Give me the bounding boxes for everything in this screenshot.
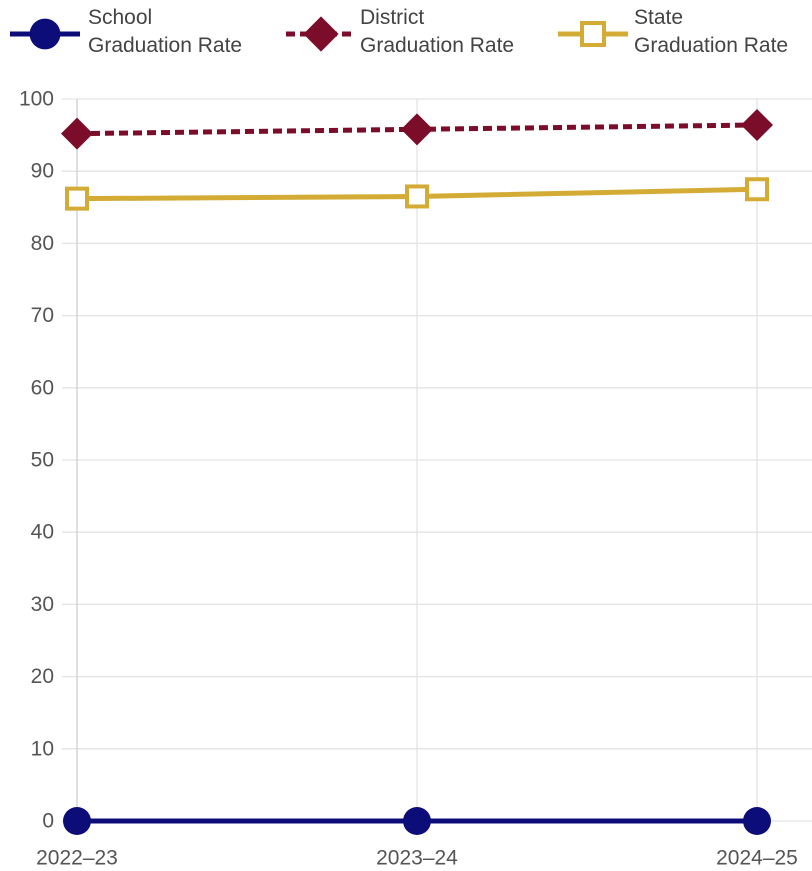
school-point-0 [63, 807, 91, 835]
school-point-2 [743, 807, 771, 835]
legend-label-district-line-1: District [360, 6, 425, 29]
school-legend-marker [29, 18, 61, 50]
state-point-1 [405, 184, 429, 209]
district-legend-marker [303, 16, 339, 52]
y-tick-label-0: 0 [42, 810, 54, 833]
legend-label-school: School Graduation Rate [88, 4, 242, 60]
y-tick-label-100: 100 [19, 88, 54, 111]
state-point-0 [65, 186, 89, 211]
x-tick-label-1: 2023–24 [376, 847, 458, 870]
gridlines [62, 98, 812, 833]
y-tick-label-70: 70 [31, 304, 54, 327]
series-markers [61, 108, 773, 835]
y-tick-label-20: 20 [31, 665, 54, 688]
y-tick-label-40: 40 [31, 521, 54, 544]
state-series-swatch-icon [558, 21, 628, 47]
district-point-0 [61, 117, 93, 150]
school-point-1 [403, 807, 431, 835]
y-tick-label-60: 60 [31, 376, 54, 399]
legend-label-state-line-2: Graduation Rate [634, 34, 789, 57]
legend-label-state: State Graduation Rate [634, 4, 788, 60]
legend-label-school-line-2: Graduation Rate [88, 34, 243, 57]
y-tick-label-10: 10 [31, 737, 54, 760]
school-series-swatch-icon [10, 18, 80, 50]
state-legend-marker [580, 21, 606, 47]
legend-label-state-line-1: State [634, 6, 684, 29]
legend-label-district-line-2: Graduation Rate [360, 34, 515, 57]
y-tick-label-80: 80 [31, 232, 54, 255]
state-point-2 [745, 177, 769, 202]
y-tick-label-30: 30 [31, 593, 54, 616]
x-tick-label-2: 2024–25 [716, 847, 798, 870]
y-tick-label-50: 50 [31, 449, 54, 472]
axis-labels: 0 10 20 30 40 50 60 70 80 90 100 2022–23 2023–24 2024… [19, 88, 798, 870]
district-point-1 [401, 113, 433, 146]
district-point-2 [741, 108, 773, 141]
district-series-swatch-icon [286, 16, 356, 52]
y-tick-label-90: 90 [31, 160, 54, 183]
legend-label-school-line-1: School [88, 6, 153, 29]
legend-label-district: District Graduation Rate [360, 4, 514, 60]
x-tick-label-0: 2022–23 [36, 847, 118, 870]
chart-legend: School Graduation Rate District Graduati… [0, 0, 812, 62]
